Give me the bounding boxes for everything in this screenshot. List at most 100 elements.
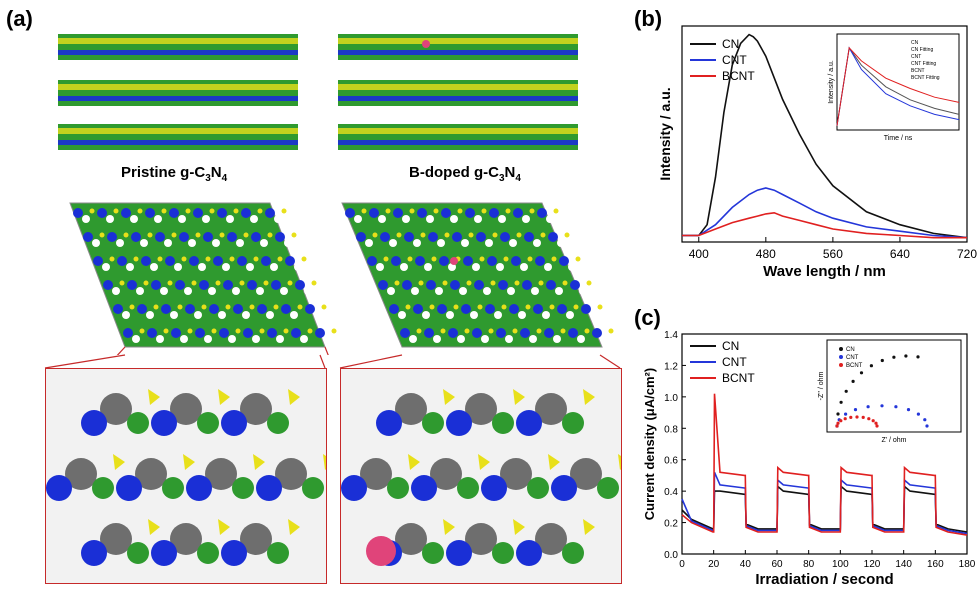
nitrogen-atom	[415, 256, 425, 266]
isosurface-yellow	[481, 208, 487, 214]
chart-b-ylabel: Intensity / a.u.	[657, 87, 673, 180]
cavity	[178, 215, 186, 223]
chart-b-inset-legend-label: CN	[911, 40, 919, 46]
nitrogen-atom	[411, 475, 437, 501]
cavity	[555, 287, 563, 295]
isosurface-yellow	[383, 256, 389, 262]
pristine-top-view-svg	[69, 202, 337, 355]
cavity	[126, 263, 134, 271]
pristine-caption-sub2: 4	[221, 173, 228, 184]
cavity	[590, 311, 598, 319]
chart-b-xtick-label: 640	[890, 247, 910, 261]
cavity	[250, 215, 258, 223]
chart-b-inset-legend-label: CNT	[911, 54, 921, 60]
nitrogen-atom	[131, 232, 141, 242]
isosurface-yellow	[551, 256, 557, 262]
isosurface-yellow	[113, 208, 119, 214]
chart-c-legend-label: CNT	[722, 355, 747, 369]
isosurface-yellow	[553, 208, 559, 214]
isosurface-yellow	[501, 304, 507, 310]
chart-c-inset-point	[843, 417, 847, 421]
nitrogen-atom	[83, 232, 93, 242]
nitrogen-atom	[551, 475, 577, 501]
cavity	[82, 215, 90, 223]
cavity	[232, 287, 240, 295]
isosurface-yellow	[321, 304, 327, 310]
nitrogen-atom	[241, 208, 251, 218]
isosurface-yellow	[431, 256, 437, 262]
isosurface-green	[597, 477, 619, 499]
isosurface-yellow	[443, 389, 455, 405]
nitrogen-atom	[179, 232, 189, 242]
cavity	[546, 215, 554, 223]
cavity	[252, 335, 260, 343]
boron-atom	[450, 257, 458, 265]
isosurface-yellow	[408, 454, 420, 470]
cavity	[579, 287, 587, 295]
cavity	[154, 215, 162, 223]
nitrogen-atom	[345, 208, 355, 218]
isosurface-yellow	[153, 304, 159, 310]
chart-b-series-cn	[682, 33, 968, 239]
isosurface-green	[232, 477, 254, 499]
cavity	[542, 311, 550, 319]
nitrogen-atom	[127, 280, 137, 290]
chart-c-inset-point	[904, 354, 908, 358]
chart-c-inset-point	[880, 358, 884, 363]
cavity	[459, 287, 467, 295]
isosurface-yellow	[89, 208, 95, 214]
nitrogen-atom	[439, 256, 449, 266]
nitrogen-atom	[461, 304, 471, 314]
cavity	[102, 263, 110, 271]
chart-b-xtick-label: 720	[957, 247, 977, 261]
cavity	[246, 263, 254, 271]
cavity	[400, 263, 408, 271]
nitrogen-atom	[185, 304, 195, 314]
cavity	[566, 311, 574, 319]
isosurface-yellow	[549, 304, 555, 310]
nitrogen-atom	[413, 304, 423, 314]
isosurface-yellow	[405, 304, 411, 310]
nitrogen-atom	[265, 208, 275, 218]
nitrogen-atom	[193, 208, 203, 218]
chart-c-legend-label: CN	[722, 339, 739, 353]
chart-c-inset-point	[925, 424, 929, 428]
cavity	[150, 263, 158, 271]
chart-c-inset-point	[855, 415, 859, 419]
isosurface-yellow	[181, 256, 187, 262]
nitrogen-atom	[117, 256, 127, 266]
bdoped-layer-2	[338, 80, 578, 106]
carbon-atom	[275, 458, 307, 490]
chart-c-inset-legend-marker	[839, 363, 843, 367]
cavity	[446, 311, 454, 319]
chart-c-inset-point	[906, 408, 911, 412]
chart-c-xtick-label: 20	[708, 559, 720, 570]
carbon-atom	[535, 393, 567, 425]
isosurface-yellow	[468, 232, 474, 238]
isosurface-yellow	[477, 304, 483, 310]
cavity	[485, 239, 493, 247]
isosurface-yellow	[536, 328, 542, 334]
chart-c-inset-ylabel: -Z'' / ohm	[818, 371, 825, 400]
isosurface-yellow	[573, 304, 579, 310]
carbon-atom	[430, 458, 462, 490]
isosurface-yellow	[239, 280, 245, 286]
isosurface-yellow	[243, 232, 249, 238]
nitrogen-atom	[557, 304, 567, 314]
cavity	[601, 335, 609, 343]
isosurface-yellow	[331, 328, 337, 334]
nitrogen-atom	[103, 280, 113, 290]
nitrogen-atom	[380, 232, 390, 242]
isosurface-yellow	[209, 208, 215, 214]
nitrogen-atom	[441, 208, 451, 218]
isosurface-yellow	[301, 256, 307, 262]
nitrogen-atom	[356, 232, 366, 242]
pristine-caption-mid: N	[210, 164, 222, 181]
isosurface-yellow	[583, 519, 595, 535]
nitrogen-atom	[509, 304, 519, 314]
cavity	[354, 215, 362, 223]
chart-c-inset-point	[916, 355, 920, 359]
isosurface-yellow	[129, 304, 135, 310]
isosurface-yellow	[429, 304, 435, 310]
cavity	[387, 287, 395, 295]
